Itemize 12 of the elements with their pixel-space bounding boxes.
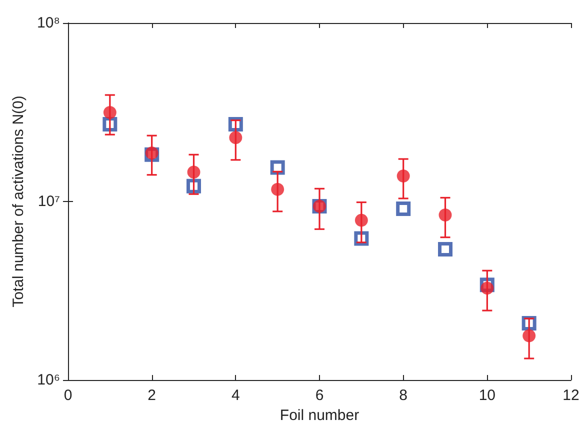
x-axis-title: Foil number [280,406,360,424]
x-tick-label: 12 [562,387,580,404]
x-tick-label: 2 [148,387,156,404]
x-tick-label: 8 [399,387,408,404]
x-tick-label: 4 [231,387,240,404]
y-tick-label: 10⁶ [37,372,60,388]
x-tick-label: 0 [64,387,72,404]
y-tick-label: 10⁷ [38,193,60,210]
x-tick-label: 6 [315,387,324,404]
y-tick-label: 10⁸ [36,14,60,32]
x-tick-label: 10 [478,387,496,404]
y-axis-title: Total number of activations N(0) [10,96,28,308]
